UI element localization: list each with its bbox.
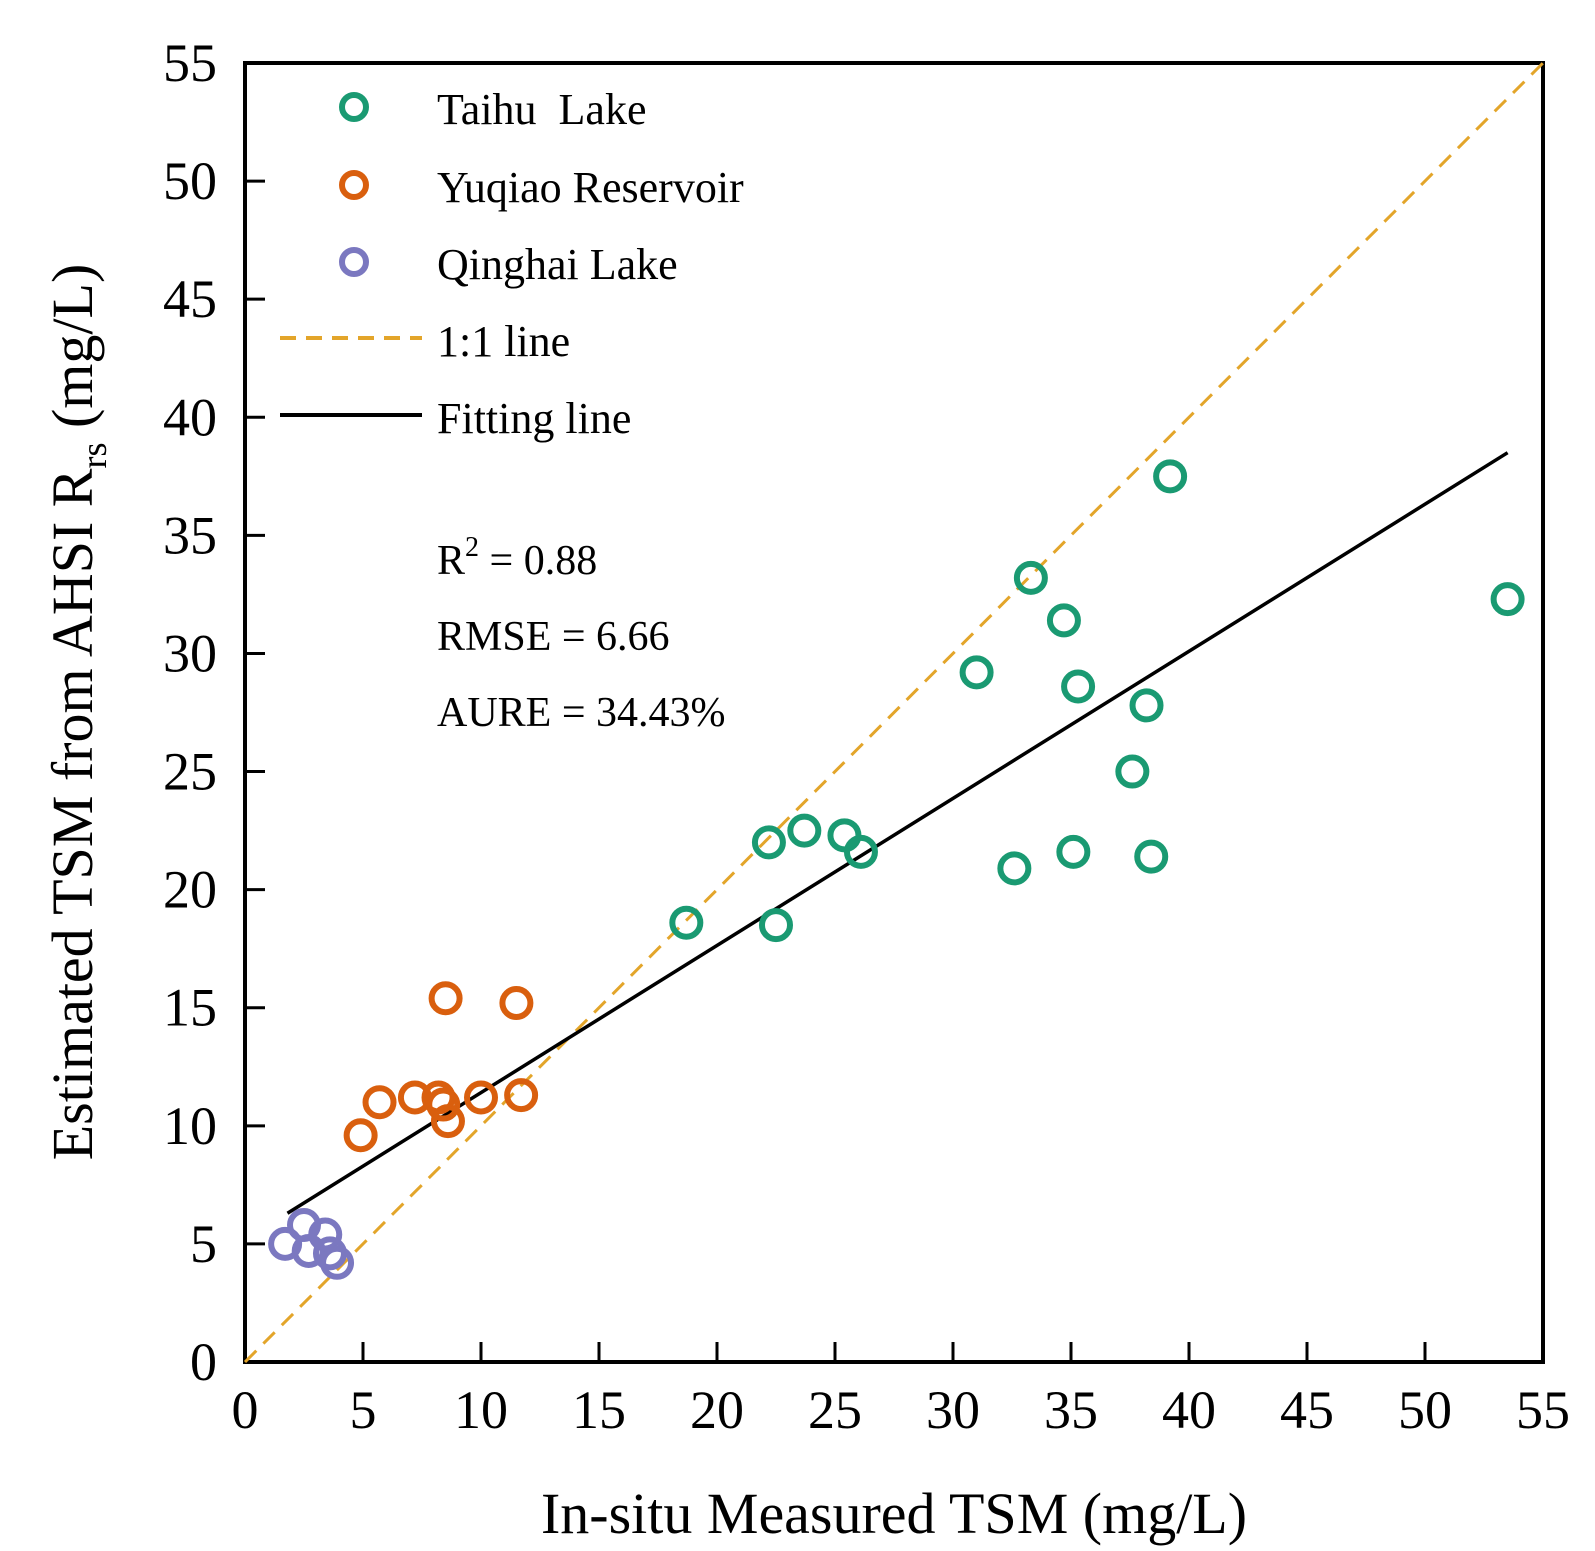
y-tick-label: 55 xyxy=(163,33,217,93)
point-yuqiao xyxy=(499,986,534,1021)
y-tick-label: 20 xyxy=(163,860,217,920)
legend: Taihu Lake Yuqiao Reservoir Qinghai Lake… xyxy=(280,85,744,443)
statistics-annotation: R2 = 0.88 RMSE = 6.66 AURE = 34.43% xyxy=(437,532,726,736)
y-tick-label: 45 xyxy=(163,269,217,329)
stat-r-squared-value: = 0.88 xyxy=(479,538,597,584)
legend-label-qinghai: Qinghai Lake xyxy=(437,240,678,289)
legend-label-fitting: Fitting line xyxy=(437,394,631,443)
x-tick-label: 30 xyxy=(926,1380,980,1440)
point-yuqiao xyxy=(426,1087,461,1122)
y-tick-label: 15 xyxy=(163,978,217,1038)
point-taihu xyxy=(787,813,822,848)
point-taihu xyxy=(1115,754,1150,789)
y-axis-label: Estimated TSM from AHSI Rrs (mg/L) xyxy=(40,264,114,1161)
x-tick-label: 20 xyxy=(690,1380,744,1440)
y-tick-label: 40 xyxy=(163,387,217,447)
point-qinghai xyxy=(308,1217,343,1252)
x-tick-label: 35 xyxy=(1044,1380,1098,1440)
x-tick-label: 55 xyxy=(1516,1380,1570,1440)
x-tick-label: 45 xyxy=(1280,1380,1334,1440)
y-tick-label: 25 xyxy=(163,742,217,802)
y-axis-ticks: 0 5 10 15 20 25 30 35 40 45 50 55 xyxy=(163,33,265,1392)
point-taihu xyxy=(1134,839,1169,874)
y-tick-label: 35 xyxy=(163,505,217,565)
point-taihu xyxy=(997,851,1032,886)
y-axis-label-subscript: rs xyxy=(74,443,114,469)
stat-r-squared-r: R xyxy=(437,538,465,584)
x-tick-label: 5 xyxy=(350,1380,377,1440)
y-tick-label: 30 xyxy=(163,623,217,683)
point-yuqiao xyxy=(428,981,463,1016)
stat-r-squared-sup: 2 xyxy=(465,532,479,563)
point-taihu xyxy=(751,825,786,860)
point-yuqiao xyxy=(430,1104,465,1139)
point-yuqiao xyxy=(343,1118,378,1153)
point-taihu xyxy=(1056,834,1091,869)
x-axis-ticks: 0 5 10 15 20 25 30 35 40 45 50 55 xyxy=(232,1342,1570,1440)
point-yuqiao xyxy=(464,1080,498,1115)
legend-label-taihu: Taihu Lake xyxy=(437,85,647,134)
y-tick-label: 5 xyxy=(190,1214,217,1274)
point-taihu xyxy=(843,834,878,869)
point-taihu xyxy=(959,655,994,690)
y-axis-label-unit: (mg/L) xyxy=(40,264,105,443)
point-yuqiao xyxy=(504,1078,539,1113)
legend-marker-yuqiao xyxy=(339,170,369,200)
x-tick-label: 10 xyxy=(454,1380,508,1440)
x-tick-label: 0 xyxy=(232,1380,259,1440)
stat-rmse: RMSE = 6.66 xyxy=(437,614,670,660)
point-taihu xyxy=(1046,603,1081,638)
x-tick-label: 40 xyxy=(1162,1380,1216,1440)
point-taihu xyxy=(1013,560,1048,595)
point-yuqiao xyxy=(362,1085,397,1120)
x-tick-label: 15 xyxy=(572,1380,626,1440)
y-tick-label: 0 xyxy=(190,1332,217,1392)
x-tick-label: 50 xyxy=(1398,1380,1452,1440)
legend-label-one-to-one: 1:1 line xyxy=(437,317,570,366)
point-taihu xyxy=(1490,582,1525,617)
point-qinghai xyxy=(320,1245,355,1280)
legend-label-yuqiao: Yuqiao Reservoir xyxy=(437,163,744,212)
x-axis-label: In-situ Measured TSM (mg/L) xyxy=(541,1481,1247,1546)
y-tick-label: 50 xyxy=(163,151,217,211)
y-axis-label-main: Estimated TSM from AHSI R xyxy=(40,468,105,1160)
data-points xyxy=(268,459,1525,1280)
stat-r-squared: R2 = 0.88 xyxy=(437,532,597,584)
legend-marker-qinghai xyxy=(339,247,369,277)
point-taihu xyxy=(1129,688,1164,723)
point-taihu xyxy=(1061,669,1096,704)
y-tick-label: 10 xyxy=(163,1096,217,1156)
stat-aure: AURE = 34.43% xyxy=(437,690,726,736)
point-taihu xyxy=(759,908,793,943)
point-taihu xyxy=(669,905,704,940)
point-taihu xyxy=(1153,459,1188,494)
plot-area-frame xyxy=(243,61,1545,1364)
one-to-one-line xyxy=(243,61,1545,1364)
legend-marker-taihu xyxy=(339,92,369,122)
x-tick-label: 25 xyxy=(808,1380,862,1440)
